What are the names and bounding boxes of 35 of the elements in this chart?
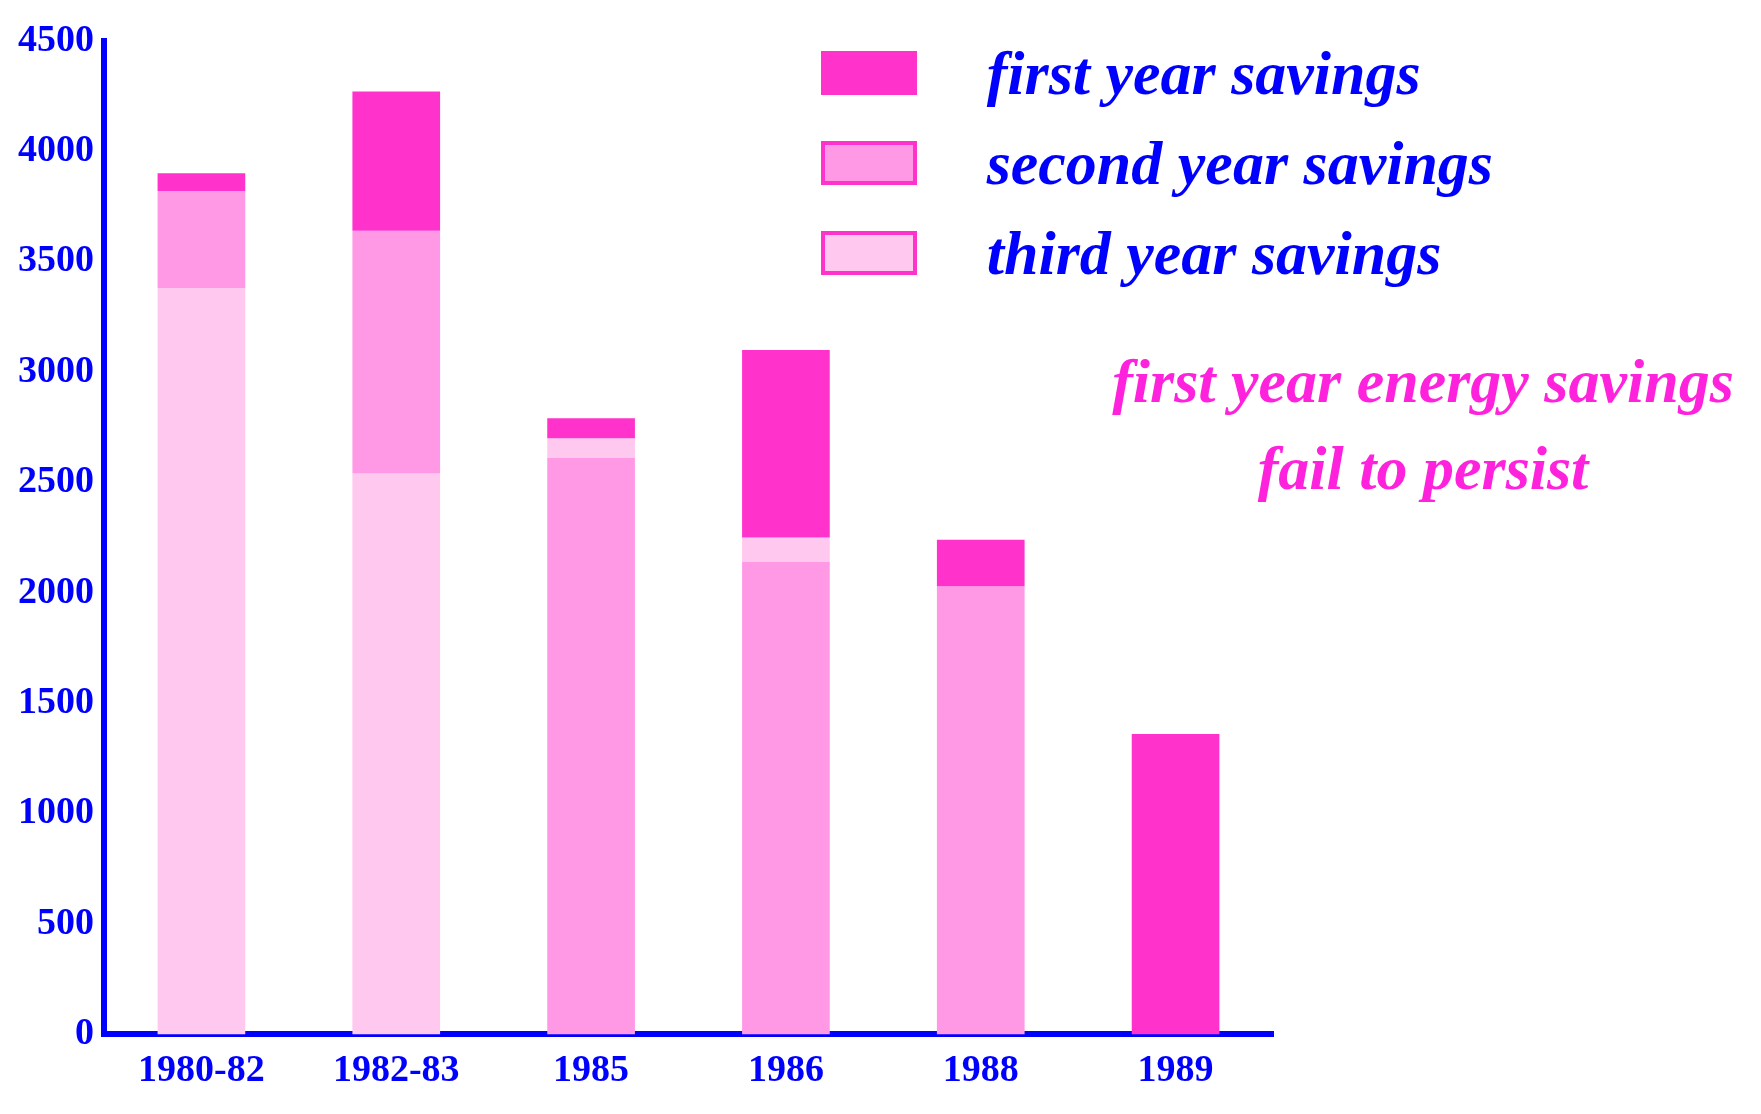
annotation: first year energy savings fail to persist bbox=[1111, 346, 1735, 504]
bar bbox=[547, 418, 635, 439]
bar bbox=[936, 539, 1025, 587]
legend-label: second year savings bbox=[986, 127, 1493, 199]
y-tick-label: 2000 bbox=[18, 568, 94, 611]
bar bbox=[157, 288, 246, 1035]
x-tick-label: 1986 bbox=[747, 1047, 824, 1090]
y-tick-label: 3500 bbox=[18, 237, 94, 280]
y-tick-label: 1500 bbox=[18, 679, 94, 722]
bar bbox=[936, 586, 1025, 1035]
y-tick-label: 2500 bbox=[18, 458, 94, 501]
bar bbox=[742, 349, 830, 538]
y-tick-label: 4000 bbox=[18, 127, 94, 170]
y-tick-label: 3000 bbox=[18, 347, 94, 390]
y-tick-label: 1000 bbox=[18, 789, 94, 832]
bar bbox=[157, 173, 246, 191]
x-tick-label: 1989 bbox=[1137, 1047, 1214, 1090]
legend-label: first year savings bbox=[986, 37, 1421, 109]
bar bbox=[352, 230, 441, 474]
x-tick-label: 1988 bbox=[942, 1047, 1019, 1090]
x-tick-label: 1982-83 bbox=[332, 1047, 460, 1090]
x-tick-label: 1980-82 bbox=[138, 1047, 265, 1090]
bar bbox=[352, 91, 441, 231]
y-tick-label: 500 bbox=[37, 899, 94, 942]
bar bbox=[547, 438, 635, 459]
bar bbox=[742, 561, 830, 1035]
x-tick-label: 1985 bbox=[553, 1047, 630, 1090]
y-tick-label: 4500 bbox=[18, 16, 94, 59]
bar bbox=[742, 537, 830, 562]
bar bbox=[157, 190, 246, 289]
bar bbox=[547, 458, 635, 1035]
bar bbox=[1131, 734, 1220, 1035]
bar bbox=[352, 473, 441, 1035]
legend-label: third year savings bbox=[986, 217, 1442, 289]
y-tick-label: 0 bbox=[75, 1010, 94, 1053]
